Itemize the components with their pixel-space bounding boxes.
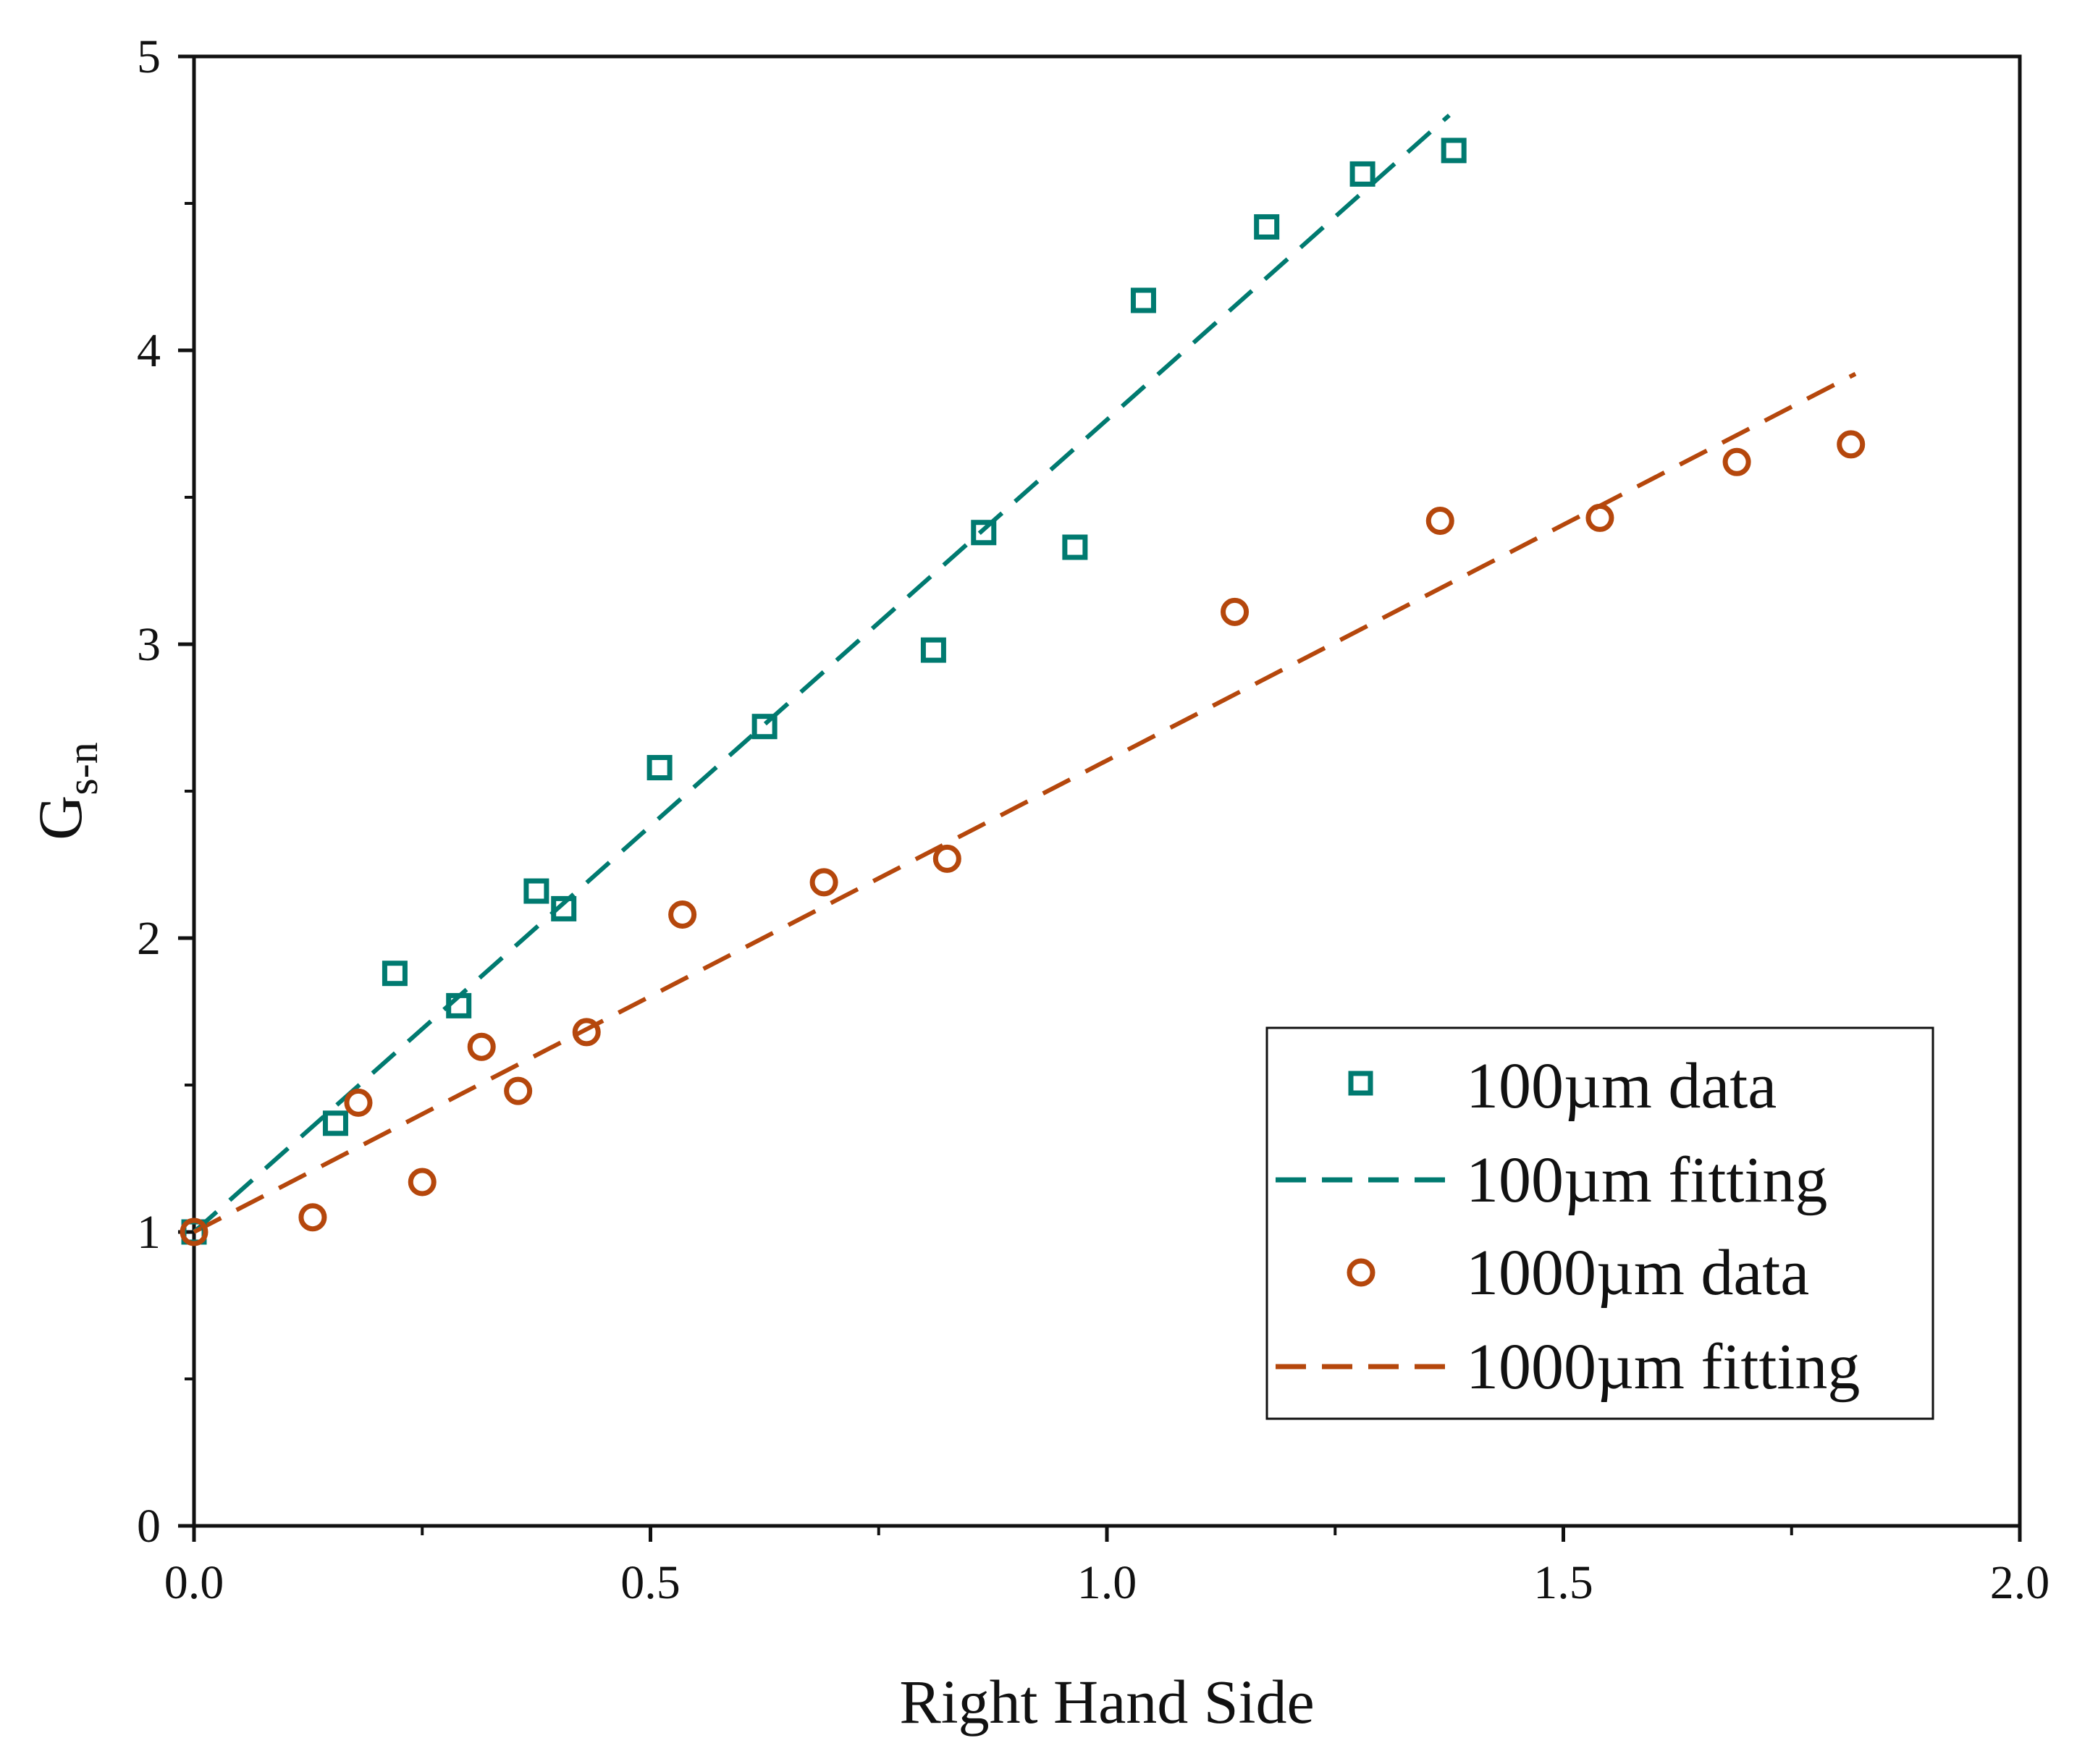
- data-point-1000um: [1585, 503, 1614, 532]
- data-point-1000um: [809, 868, 838, 897]
- data-point-100um: [551, 895, 577, 921]
- data-point-100um: [751, 714, 778, 740]
- legend-entry-100um-fitting: 100µm fitting: [1276, 1144, 1827, 1216]
- y-tick-label: 0: [137, 1500, 161, 1553]
- legend-entry-100um-data: 100µm data: [1348, 1050, 1777, 1122]
- data-point-1000um: [180, 1218, 208, 1246]
- data-point-1000um: [1722, 447, 1751, 476]
- y-axis-title-subscript: s-n: [59, 742, 106, 795]
- y-axis-title-main: G: [25, 796, 95, 840]
- y-tick-label: 4: [137, 324, 161, 377]
- legend-label-1000um-data: 1000µm data: [1466, 1237, 1809, 1309]
- data-point-100um: [971, 520, 997, 546]
- data-point-1000um: [1425, 506, 1454, 535]
- data-point-1000um: [504, 1076, 533, 1105]
- y-axis-title: Gs-n: [25, 742, 106, 840]
- data-point-100um: [523, 878, 549, 904]
- legend-entry-1000um-fitting: 1000µm fitting: [1276, 1331, 1860, 1403]
- legend-circle-marker-icon: [1347, 1258, 1375, 1287]
- legend-label-100um-data: 100µm data: [1466, 1050, 1777, 1122]
- data-point-100um: [1130, 287, 1156, 313]
- data-point-1000um: [668, 900, 697, 929]
- data-points: [180, 138, 1866, 1246]
- data-point-100um: [1441, 138, 1467, 164]
- y-tick-label: 2: [137, 912, 161, 965]
- x-tick-label: 0.0: [164, 1556, 224, 1609]
- data-point-1000um: [467, 1032, 496, 1061]
- data-point-1000um: [1221, 597, 1250, 626]
- y-tick-label: 5: [137, 30, 161, 83]
- data-point-100um: [322, 1110, 348, 1136]
- data-point-1000um: [1837, 430, 1866, 459]
- x-tick-label: 1.0: [1077, 1556, 1137, 1609]
- data-point-100um: [1254, 214, 1280, 240]
- data-point-1000um: [572, 1018, 601, 1047]
- legend-square-marker-icon: [1348, 1071, 1373, 1096]
- legend-box: [1265, 1026, 1934, 1420]
- y-tick-label: 1: [137, 1206, 161, 1259]
- x-axis-title: Right Hand Side: [899, 1667, 1314, 1736]
- fit-lines: [193, 113, 1857, 1234]
- data-point-100um: [446, 992, 472, 1018]
- legend-label-1000um-fitting: 1000µm fitting: [1466, 1331, 1860, 1403]
- axis-tick-labels: 0.0 0.5 1.0 1.5 2.0 0 1 2 3 4 5: [137, 30, 2049, 1609]
- legend: 100µm data 100µm fitting 1000µm data 100…: [1265, 1026, 1934, 1420]
- data-point-1000um: [408, 1168, 437, 1197]
- x-tick-label: 0.5: [620, 1556, 681, 1609]
- data-point-1000um: [344, 1088, 373, 1117]
- data-point-1000um: [932, 844, 961, 873]
- x-tick-label: 1.5: [1533, 1556, 1593, 1609]
- data-point-100um: [1349, 161, 1375, 187]
- y-tick-label: 3: [137, 618, 161, 671]
- legend-entry-1000um-data: 1000µm data: [1347, 1237, 1809, 1309]
- data-point-100um: [646, 755, 673, 781]
- axis-ticks: [178, 54, 2022, 1542]
- data-point-100um: [1062, 534, 1088, 560]
- x-tick-label: 2.0: [1990, 1556, 2050, 1609]
- data-point-100um: [382, 961, 408, 987]
- data-point-1000um: [298, 1203, 327, 1232]
- legend-label-100um-fitting: 100µm fitting: [1466, 1144, 1827, 1216]
- data-point-100um: [920, 637, 946, 663]
- fit-line-100um: [193, 113, 1451, 1234]
- fit-line-1000um: [193, 371, 1857, 1234]
